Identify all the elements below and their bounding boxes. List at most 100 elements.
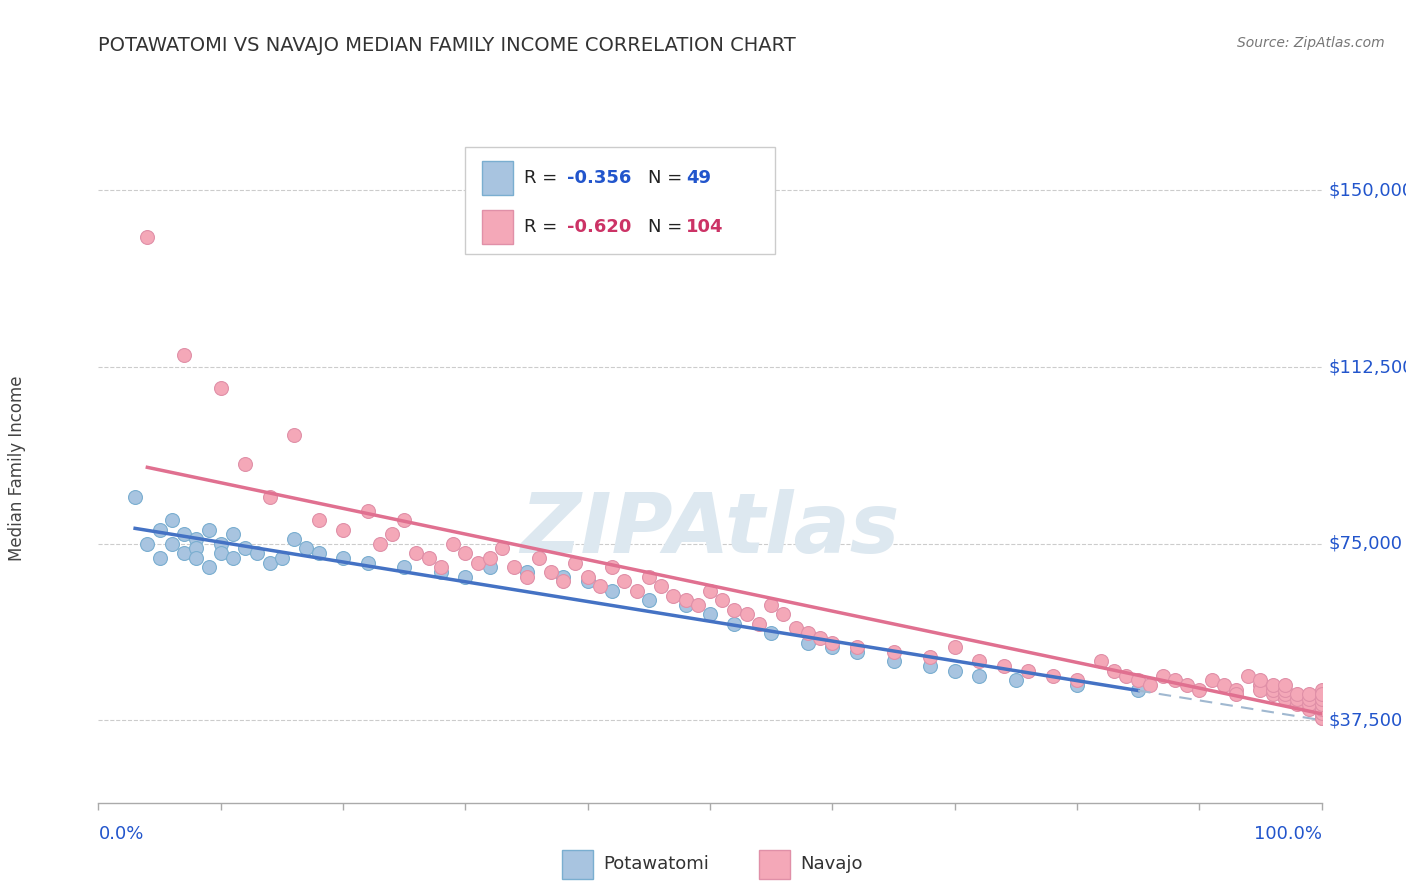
Point [883, 655, 905, 669]
Point [613, 574, 636, 589]
Text: -0.356: -0.356 [567, 169, 631, 187]
Point [723, 616, 745, 631]
Point [576, 569, 599, 583]
Point [478, 560, 501, 574]
Point [797, 635, 820, 649]
Point [1310, 692, 1333, 706]
Point [136, 230, 159, 244]
Point [160, 513, 183, 527]
Point [711, 593, 734, 607]
Text: POTAWATOMI VS NAVAJO MEDIAN FAMILY INCOME CORRELATION CHART: POTAWATOMI VS NAVAJO MEDIAN FAMILY INCOM… [98, 36, 796, 54]
Point [1250, 673, 1272, 688]
Text: -0.620: -0.620 [567, 218, 631, 235]
Point [1274, 688, 1296, 702]
Point [920, 649, 942, 664]
Point [993, 659, 1015, 673]
Point [540, 565, 562, 579]
Point [785, 622, 807, 636]
Point [967, 655, 990, 669]
Point [283, 532, 305, 546]
Text: R =: R = [524, 218, 564, 235]
Point [1188, 682, 1211, 697]
Point [1042, 668, 1064, 682]
Point [675, 598, 697, 612]
Point [1250, 682, 1272, 697]
Point [699, 607, 721, 622]
Point [1250, 678, 1272, 692]
Point [1152, 668, 1174, 682]
Point [675, 593, 697, 607]
Point [967, 668, 990, 682]
Text: 49: 49 [686, 169, 711, 187]
Text: R =: R = [524, 169, 564, 187]
Point [748, 616, 770, 631]
Point [723, 602, 745, 616]
Point [1286, 688, 1309, 702]
Point [491, 541, 513, 556]
Point [553, 569, 575, 583]
Point [626, 583, 648, 598]
Text: $112,500: $112,500 [1329, 358, 1406, 376]
Point [943, 640, 966, 655]
Point [1310, 706, 1333, 721]
Point [197, 523, 219, 537]
Point [173, 527, 195, 541]
Point [1261, 682, 1284, 697]
Point [270, 550, 294, 565]
Point [1066, 673, 1088, 688]
Point [454, 546, 477, 560]
Point [650, 579, 672, 593]
Point [883, 645, 905, 659]
Point [637, 593, 661, 607]
Point [209, 537, 232, 551]
Point [1310, 701, 1333, 715]
Point [222, 550, 245, 565]
Text: $150,000: $150,000 [1329, 181, 1406, 199]
Point [1175, 678, 1198, 692]
Point [233, 541, 256, 556]
Text: $37,500: $37,500 [1329, 711, 1403, 730]
Point [418, 550, 440, 565]
Point [1274, 682, 1296, 697]
Point [845, 640, 868, 655]
Point [233, 457, 256, 471]
Point [1286, 697, 1309, 711]
Point [600, 560, 623, 574]
Point [467, 556, 489, 570]
Point [1310, 711, 1333, 725]
Point [149, 523, 172, 537]
Point [503, 560, 526, 574]
Text: Navajo: Navajo [800, 855, 862, 873]
Point [332, 550, 354, 565]
Point [808, 631, 831, 645]
Point [136, 537, 159, 551]
Point [1298, 688, 1320, 702]
Point [1066, 678, 1088, 692]
Point [356, 504, 378, 518]
Point [1274, 692, 1296, 706]
Point [1225, 682, 1247, 697]
Text: N =: N = [648, 169, 688, 187]
Point [124, 490, 146, 504]
Text: N =: N = [648, 218, 688, 235]
Point [920, 659, 942, 673]
Point [735, 607, 758, 622]
Point [222, 527, 245, 541]
Point [821, 635, 844, 649]
Text: ZIPAtlas: ZIPAtlas [520, 489, 900, 570]
Text: 104: 104 [686, 218, 724, 235]
Point [173, 348, 195, 362]
Point [356, 556, 378, 570]
Point [600, 583, 623, 598]
Point [259, 556, 281, 570]
Point [1261, 678, 1284, 692]
Point [1310, 706, 1333, 721]
Point [1201, 673, 1223, 688]
Point [283, 428, 305, 442]
Point [1310, 692, 1333, 706]
Text: Source: ZipAtlas.com: Source: ZipAtlas.com [1237, 36, 1385, 50]
Point [1004, 673, 1026, 688]
Text: 0.0%: 0.0% [98, 825, 143, 843]
Point [246, 546, 269, 560]
Point [1128, 682, 1150, 697]
